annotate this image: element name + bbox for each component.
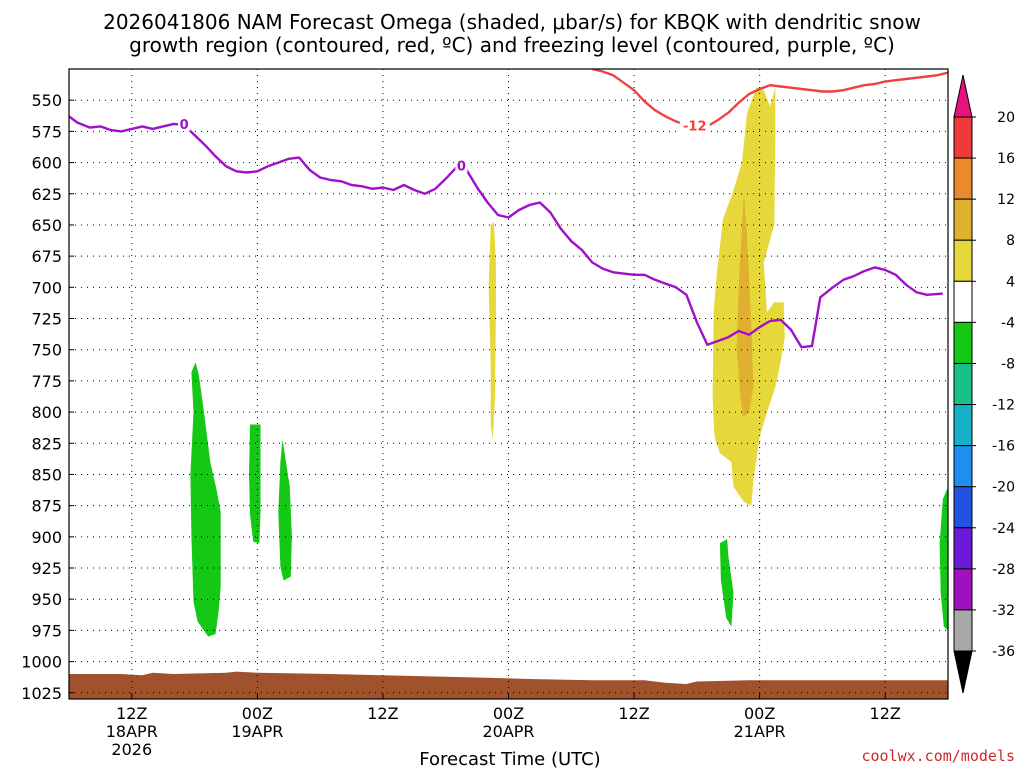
omega-region-ascent-21apr-core (736, 193, 754, 418)
colorbar-label: 16 (997, 151, 1015, 167)
surface-ground-layer (69, 671, 948, 699)
colorbar-label: -12 (992, 398, 1015, 414)
gridlines (69, 69, 948, 699)
omega-shading-layer (190, 87, 948, 637)
y-tick-label: 575 (31, 122, 62, 141)
colorbar-label: -32 (992, 603, 1015, 619)
x-axis-label: Forecast Time (UTC) (419, 749, 600, 768)
colorbar-top-arrow (953, 74, 973, 118)
dendritic-label-bg (679, 117, 710, 133)
colorbar-bin (953, 280, 973, 323)
colorbar-bin (953, 157, 973, 200)
colorbar-label: 20 (997, 110, 1015, 126)
freezing-level-label: 0 (457, 159, 466, 174)
x-tick-label: 12Z (367, 704, 398, 723)
colorbar-bin (953, 404, 973, 447)
y-tick-label: 600 (31, 154, 62, 173)
x-tick-label: 20APR (482, 722, 534, 741)
colorbar-label: -8 (1001, 356, 1015, 372)
y-tick-label: 775 (31, 372, 62, 391)
credit-text: coolwx.com/models (861, 747, 1015, 765)
x-tick-label: 12Z (618, 704, 649, 723)
freezing-label-bg-0 (178, 116, 191, 132)
y-tick-label: 700 (31, 278, 62, 297)
colorbar-bin (953, 609, 973, 652)
y-tick-label: 875 (31, 497, 62, 516)
colorbar-label: 12 (997, 192, 1015, 208)
y-tick-label: 750 (31, 341, 62, 360)
y-tick-label: 800 (31, 403, 62, 422)
colorbar-label: 8 (1006, 233, 1015, 249)
dendritic-growth-label: -12 (683, 119, 707, 134)
y-tick-label: 625 (31, 185, 62, 204)
colorbar-label: -28 (992, 562, 1015, 578)
y-axis-ticks: 550 575 600 625 650 675 700 725 750 775 800 825 850 8… (21, 91, 74, 703)
x-tick-label: 2026 (111, 740, 152, 759)
x-tick-label: 12Z (870, 704, 901, 723)
y-tick-label: 825 (31, 434, 62, 453)
colorbar: 20 16 12 8 4 -4 -8 -12 -16 -20 -24 -28 -32 -36 (953, 74, 1015, 694)
x-tick-label: 00Z (242, 704, 273, 723)
colorbar-bin (953, 116, 973, 159)
x-tick-label: 21APR (734, 722, 786, 741)
colorbar-label: -16 (992, 439, 1015, 455)
x-tick-label: 12Z (116, 704, 147, 723)
omega-region-ascent-20apr (488, 222, 496, 440)
chart-title-line-1: 2026041806 NAM Forecast Omega (shaded, μ… (103, 10, 921, 34)
colorbar-bin (953, 239, 973, 282)
omega-region-descent-18apr-a (190, 362, 221, 637)
colorbar-bin (953, 445, 973, 488)
y-tick-label: 725 (31, 310, 62, 329)
y-tick-label: 850 (31, 465, 62, 484)
contour-layer: 0 0 -12 (69, 69, 948, 349)
colorbar-bin (953, 198, 973, 241)
x-tick-label: 00Z (744, 704, 775, 723)
y-tick-label: 950 (31, 590, 62, 609)
x-tick-label: 00Z (493, 704, 524, 723)
colorbar-bin (953, 362, 973, 406)
colorbar-label: 4 (1006, 274, 1015, 290)
colorbar-bin (953, 527, 973, 570)
x-tick-label: 19APR (231, 722, 283, 741)
omega-region-descent-21apr-right-edge (939, 486, 948, 631)
y-tick-label: 925 (31, 559, 62, 578)
y-tick-label: 675 (31, 247, 62, 266)
freezing-label-bg-1 (455, 157, 468, 173)
omega-region-descent-19apr-a (249, 424, 261, 544)
y-tick-label: 1000 (21, 653, 62, 672)
colorbar-bin (953, 486, 973, 529)
dendritic-growth-line (591, 69, 948, 128)
colorbar-label: -20 (992, 480, 1015, 496)
y-tick-label: 550 (31, 91, 62, 110)
surface-ground-fill (69, 671, 948, 699)
colorbar-bottom-arrow (953, 650, 973, 694)
y-tick-label: 975 (31, 621, 62, 640)
y-tick-label: 1025 (21, 684, 62, 703)
colorbar-label: -36 (992, 644, 1015, 660)
y-tick-label: 650 (31, 216, 62, 235)
y-tick-label: 900 (31, 528, 62, 547)
colorbar-label: -4 (1001, 315, 1015, 331)
chart-title-line-2: growth region (contoured, red, ºC) and f… (129, 33, 895, 57)
freezing-level-line (69, 115, 943, 349)
colorbar-bin (953, 321, 973, 364)
freezing-level-label: 0 (180, 118, 189, 133)
colorbar-label: -24 (992, 521, 1015, 537)
colorbar-bin (953, 568, 973, 611)
omega-region-descent-19apr-b (278, 439, 292, 581)
omega-region-descent-20apr-late (719, 539, 734, 627)
x-tick-label: 18APR (106, 722, 158, 741)
